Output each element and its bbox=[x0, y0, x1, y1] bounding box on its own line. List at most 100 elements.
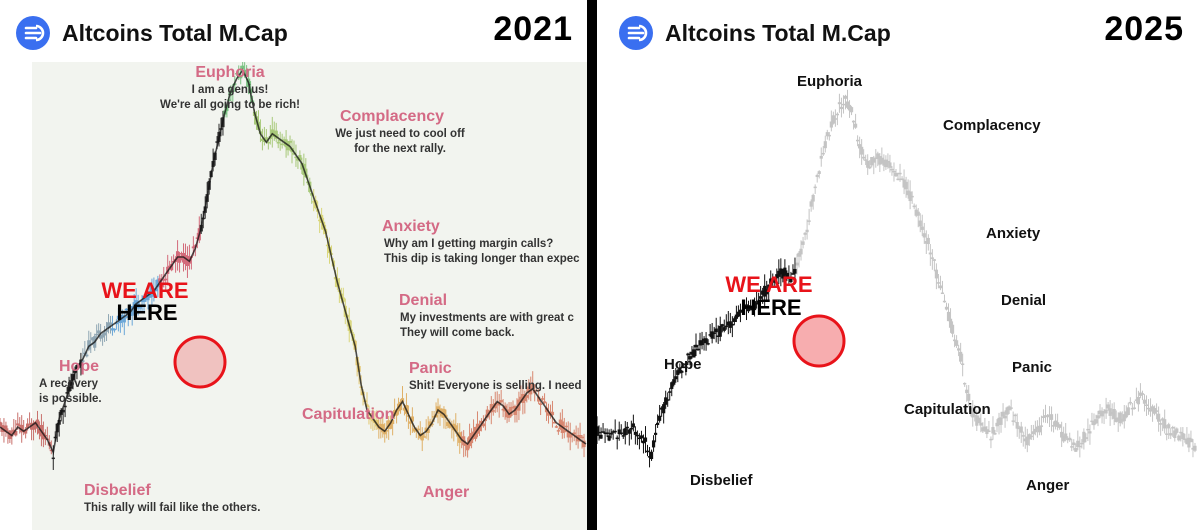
candle bbox=[651, 440, 656, 448]
candle bbox=[851, 120, 856, 123]
candle bbox=[773, 277, 777, 283]
current-position-marker bbox=[792, 314, 846, 368]
candle bbox=[1092, 422, 1096, 426]
candle bbox=[817, 171, 821, 174]
candle bbox=[33, 421, 38, 429]
candle bbox=[617, 429, 621, 435]
candle bbox=[568, 434, 572, 438]
candle bbox=[106, 322, 111, 329]
candle bbox=[674, 376, 678, 380]
candle bbox=[27, 424, 32, 426]
candle bbox=[746, 305, 751, 312]
candle bbox=[959, 351, 963, 362]
candle bbox=[932, 259, 936, 261]
candle bbox=[884, 159, 888, 168]
phase-label-complacency: Complacency bbox=[943, 117, 1041, 134]
candle bbox=[505, 409, 509, 418]
candle bbox=[771, 279, 775, 282]
candle bbox=[446, 422, 450, 426]
candle bbox=[997, 417, 1001, 426]
candle bbox=[1102, 410, 1106, 414]
candle bbox=[1106, 404, 1110, 409]
candle bbox=[183, 255, 188, 265]
candle bbox=[1175, 428, 1179, 433]
candle bbox=[1138, 392, 1143, 396]
candle bbox=[860, 146, 864, 155]
candle bbox=[37, 428, 42, 434]
candle bbox=[1045, 415, 1050, 418]
candle bbox=[554, 426, 559, 428]
candle bbox=[946, 311, 951, 322]
we-are-label: WE ARE bbox=[101, 278, 188, 303]
candle bbox=[740, 310, 745, 313]
candle bbox=[805, 229, 809, 233]
candle bbox=[643, 437, 648, 442]
candle bbox=[876, 153, 880, 159]
candle bbox=[292, 153, 296, 155]
candle bbox=[754, 303, 759, 305]
candle bbox=[1118, 412, 1122, 424]
candle bbox=[985, 429, 989, 435]
candle bbox=[957, 348, 961, 351]
candle bbox=[1037, 425, 1042, 433]
candle bbox=[936, 282, 941, 284]
candle bbox=[1098, 410, 1102, 415]
candle bbox=[690, 351, 694, 355]
candle bbox=[728, 321, 732, 328]
candle bbox=[108, 322, 113, 325]
candle bbox=[1082, 431, 1086, 443]
candle bbox=[215, 141, 219, 143]
candle bbox=[928, 252, 932, 255]
candle bbox=[696, 348, 700, 351]
candle bbox=[930, 257, 934, 259]
candle bbox=[195, 237, 199, 239]
candle bbox=[1066, 438, 1070, 440]
phase-label-panic: Panic bbox=[409, 360, 452, 377]
phase-caption: I am a genius! bbox=[192, 84, 269, 96]
candle bbox=[1023, 438, 1027, 442]
candle bbox=[1003, 415, 1007, 419]
candle bbox=[815, 174, 819, 178]
candle bbox=[1064, 433, 1068, 439]
candle bbox=[114, 322, 119, 325]
candle bbox=[49, 449, 53, 452]
candle bbox=[987, 430, 991, 433]
candle bbox=[1080, 442, 1084, 445]
candle bbox=[241, 65, 245, 69]
candle bbox=[979, 422, 983, 426]
candle bbox=[298, 155, 302, 161]
candle bbox=[152, 289, 156, 297]
candle bbox=[531, 383, 535, 388]
year-label: 2025 bbox=[1104, 10, 1184, 48]
candle bbox=[300, 163, 304, 170]
candle bbox=[95, 333, 99, 336]
candle bbox=[245, 72, 249, 77]
candle bbox=[1159, 423, 1163, 425]
candle bbox=[811, 194, 815, 202]
candle bbox=[662, 404, 666, 414]
candle bbox=[896, 178, 900, 181]
candle bbox=[631, 423, 635, 428]
candle bbox=[102, 332, 107, 336]
candle bbox=[580, 436, 584, 439]
candle bbox=[904, 181, 908, 190]
phase-label-disbelief: Disbelief bbox=[690, 472, 754, 489]
candle bbox=[878, 156, 882, 165]
candle bbox=[886, 160, 890, 163]
candle bbox=[641, 440, 646, 444]
candle bbox=[688, 356, 692, 360]
candle bbox=[858, 144, 862, 149]
candle bbox=[278, 139, 282, 142]
panel-2021: WE ARE HERE Euphoria I am a genius! We're al… bbox=[0, 0, 587, 530]
candle bbox=[993, 433, 997, 435]
candle bbox=[365, 404, 369, 407]
candle bbox=[367, 417, 371, 419]
candle bbox=[1053, 420, 1058, 427]
candle bbox=[312, 201, 316, 203]
candle bbox=[710, 331, 714, 339]
candle bbox=[653, 432, 658, 435]
candle bbox=[922, 233, 926, 238]
candle bbox=[973, 414, 977, 417]
